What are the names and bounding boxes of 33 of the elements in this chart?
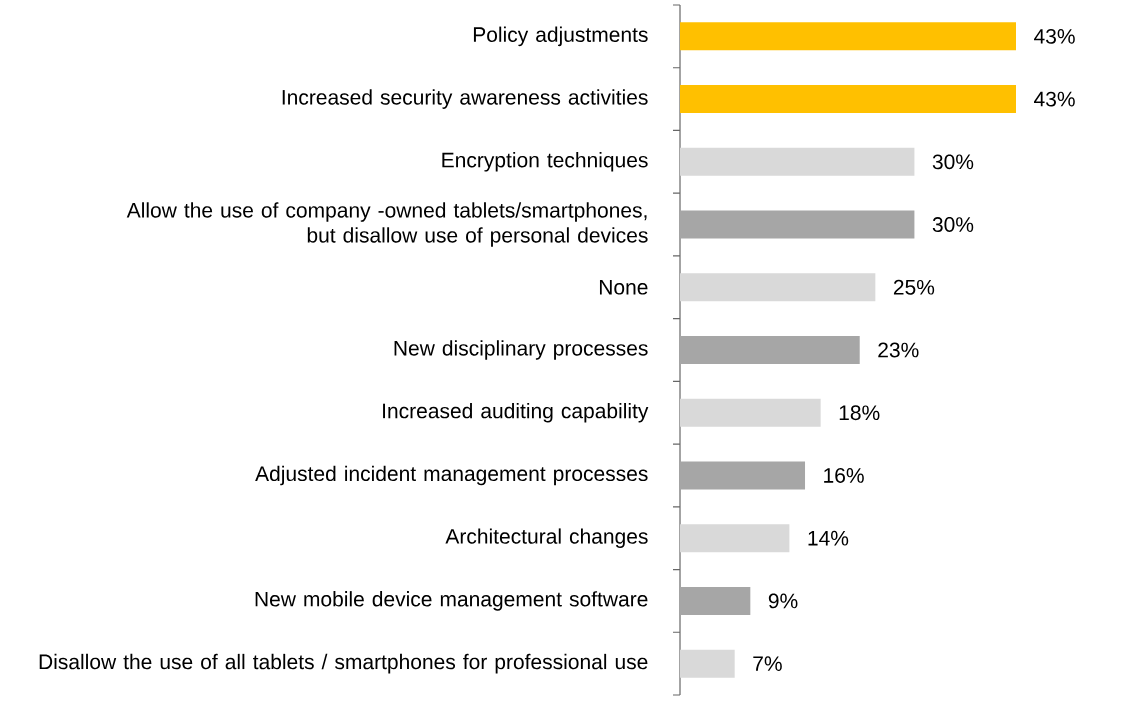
y-tick-label: Disallow the use of all tablets / smartphones for professional use bbox=[39, 653, 648, 674]
bar bbox=[680, 273, 876, 302]
bar bbox=[680, 85, 1016, 114]
y-tick-label: Policy adjustments bbox=[473, 26, 648, 47]
data-label: 43% bbox=[1034, 28, 1075, 44]
data-label: 18% bbox=[839, 405, 880, 421]
data-label: 30% bbox=[932, 217, 974, 232]
y-tick-label: Allow the use of company -owned tablets/smartphones, but disallow use of personal devices bbox=[126, 202, 648, 247]
bar bbox=[680, 22, 1016, 51]
bar bbox=[680, 586, 751, 615]
bar bbox=[680, 147, 915, 176]
bar bbox=[680, 398, 821, 427]
data-label: 30% bbox=[932, 154, 974, 170]
y-tick-label: None bbox=[599, 279, 648, 295]
bar bbox=[680, 524, 790, 553]
bar bbox=[680, 461, 806, 490]
bar bbox=[680, 210, 915, 239]
bar bbox=[680, 336, 860, 364]
data-label: 14% bbox=[808, 530, 849, 546]
y-tick-label: Adjusted incident management processes bbox=[255, 465, 648, 486]
data-label: 23% bbox=[878, 342, 919, 358]
bar bbox=[680, 649, 735, 678]
y-tick-label: Increased security awareness activities bbox=[282, 89, 648, 109]
data-label: 9% bbox=[768, 593, 798, 609]
y-tick-label: New disciplinary processes bbox=[394, 340, 648, 360]
y-tick-label: New mobile device management software bbox=[255, 591, 648, 611]
data-label: 43% bbox=[1034, 91, 1075, 107]
data-label: 25% bbox=[893, 279, 935, 295]
y-tick-label: Encryption techniques bbox=[442, 152, 648, 172]
data-label: 16% bbox=[824, 468, 864, 483]
y-tick-label: Architectural changes bbox=[445, 528, 648, 548]
data-label: 7% bbox=[753, 656, 782, 671]
y-tick-label: Increased auditing capability bbox=[383, 402, 649, 423]
